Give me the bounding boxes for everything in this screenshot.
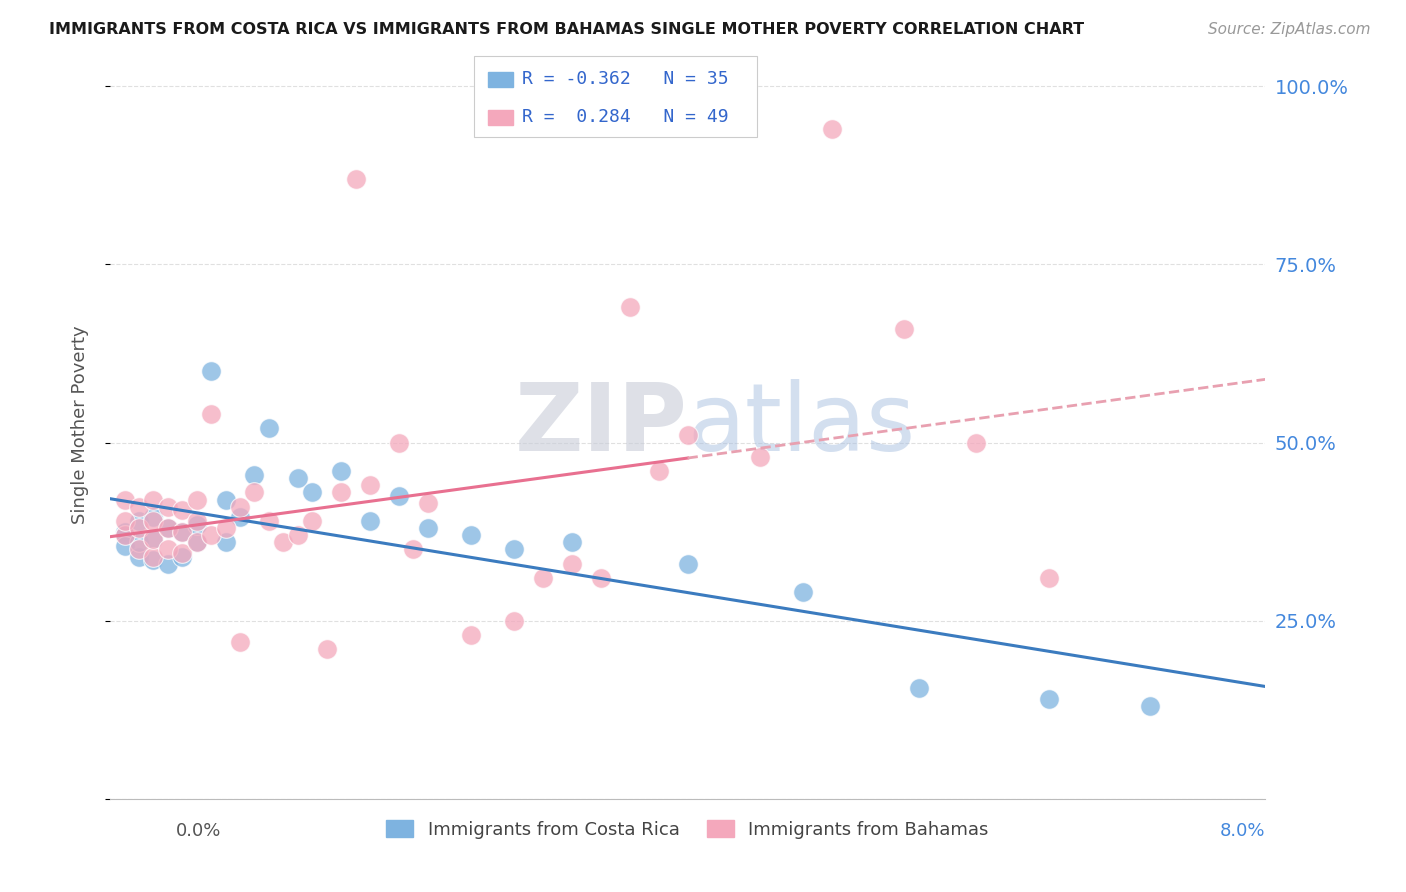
Point (128, 521, 150, 535)
Point (647, 464, 669, 478)
Point (676, 428, 699, 442)
Point (503, 614, 526, 628)
Text: ZIP: ZIP (515, 379, 688, 471)
Point (561, 557, 583, 571)
Point (229, 510, 252, 524)
Point (142, 549, 165, 564)
Point (172, 524, 194, 539)
Point (907, 681, 929, 696)
Point (416, 496, 439, 510)
Point (287, 471, 309, 485)
Point (186, 535, 208, 549)
Point (1038, 571, 1060, 585)
Text: 0.0%: 0.0% (176, 822, 221, 840)
Point (214, 492, 236, 507)
Point (114, 492, 136, 507)
Point (344, 172, 367, 186)
Point (172, 549, 194, 564)
Point (1038, 692, 1060, 706)
Point (214, 521, 236, 535)
Text: atlas: atlas (688, 379, 915, 471)
Text: R =  0.284   N = 49: R = 0.284 N = 49 (523, 108, 730, 126)
Point (142, 532, 165, 546)
Text: 8.0%: 8.0% (1220, 822, 1265, 840)
Point (186, 492, 208, 507)
Point (388, 489, 411, 503)
Point (156, 542, 179, 557)
Point (965, 435, 987, 450)
Point (142, 492, 165, 507)
Point (531, 571, 554, 585)
Point (142, 510, 165, 524)
Point (114, 524, 136, 539)
Point (388, 435, 411, 450)
Point (114, 528, 136, 542)
Point (561, 535, 583, 549)
Point (229, 635, 252, 649)
Point (330, 464, 353, 478)
Point (214, 535, 236, 549)
Point (200, 407, 222, 421)
Point (200, 364, 222, 378)
Text: IMMIGRANTS FROM COSTA RICA VS IMMIGRANTS FROM BAHAMAS SINGLE MOTHER POVERTY CORR: IMMIGRANTS FROM COSTA RICA VS IMMIGRANTS… (49, 22, 1084, 37)
Point (503, 542, 526, 557)
Point (893, 321, 915, 335)
Point (287, 528, 309, 542)
Point (416, 521, 439, 535)
Point (619, 300, 641, 314)
Point (301, 485, 323, 500)
Point (186, 517, 208, 532)
Bar (488, 72, 513, 87)
Point (172, 524, 194, 539)
Point (114, 528, 136, 542)
Point (156, 521, 179, 535)
Point (128, 535, 150, 549)
Point (273, 535, 295, 549)
Point (128, 542, 150, 557)
Point (128, 514, 150, 528)
Point (172, 546, 194, 560)
Point (1139, 699, 1161, 714)
Point (186, 514, 208, 528)
Point (792, 585, 814, 599)
Point (821, 122, 844, 136)
Point (128, 500, 150, 514)
Point (114, 514, 136, 528)
Bar (488, 110, 513, 125)
Point (114, 539, 136, 553)
Point (142, 532, 165, 546)
Text: R = -0.362   N = 35: R = -0.362 N = 35 (523, 70, 730, 87)
Point (142, 514, 165, 528)
Point (243, 467, 266, 482)
Text: Source: ZipAtlas.com: Source: ZipAtlas.com (1208, 22, 1371, 37)
Point (257, 514, 280, 528)
Point (257, 421, 280, 435)
Y-axis label: Single Mother Poverty: Single Mother Poverty (72, 326, 89, 524)
Point (359, 514, 381, 528)
Point (589, 571, 612, 585)
Point (156, 500, 179, 514)
Point (460, 528, 482, 542)
Bar (474, 56, 756, 136)
Point (748, 450, 770, 464)
Point (243, 485, 266, 500)
Point (229, 500, 252, 514)
Point (142, 553, 165, 567)
Point (676, 557, 699, 571)
Point (186, 535, 208, 549)
Point (128, 549, 150, 564)
Point (200, 528, 222, 542)
Point (402, 542, 425, 557)
Point (359, 478, 381, 492)
Point (156, 521, 179, 535)
Point (172, 503, 194, 517)
Point (156, 557, 179, 571)
Point (315, 642, 337, 657)
Point (330, 485, 353, 500)
Legend: Immigrants from Costa Rica, Immigrants from Bahamas: Immigrants from Costa Rica, Immigrants f… (380, 814, 995, 846)
Point (460, 628, 482, 642)
Point (301, 514, 323, 528)
